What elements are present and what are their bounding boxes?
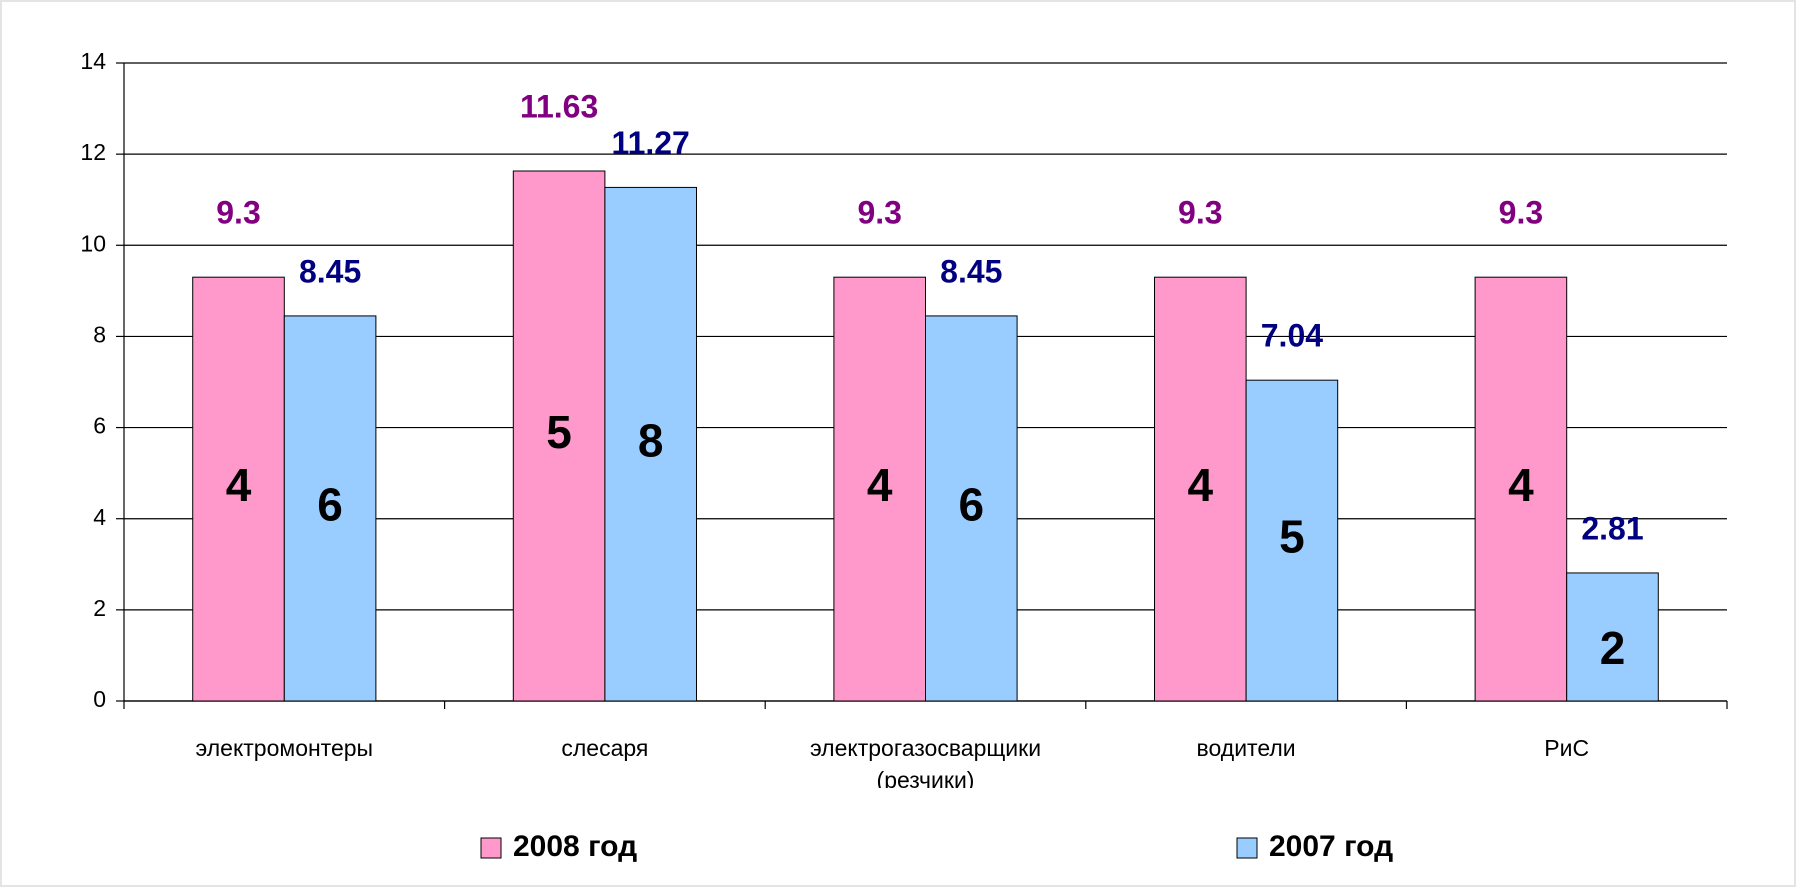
count-label: 4 xyxy=(867,459,893,511)
bar xyxy=(1245,379,1339,702)
value-label: 11.27 xyxy=(612,125,690,161)
count-label: 4 xyxy=(1188,459,1214,511)
count-label: 2 xyxy=(1600,622,1626,674)
value-label: 11.63 xyxy=(520,88,598,124)
count-label: 5 xyxy=(1279,511,1305,563)
y-tick-label: 14 xyxy=(80,48,106,74)
bar xyxy=(1566,572,1659,702)
count-label: 8 xyxy=(638,414,664,466)
count-label: 4 xyxy=(226,459,252,511)
y-tick-label: 4 xyxy=(93,504,106,530)
y-tick-label: 6 xyxy=(93,413,106,439)
x-tick-label: электромонтеры xyxy=(196,735,374,761)
bar xyxy=(192,276,285,702)
y-tick-label: 10 xyxy=(80,230,106,256)
x-tick-label: электрогазосварщики (резчики) xyxy=(810,735,1041,793)
y-tick-label: 12 xyxy=(80,139,106,165)
bar xyxy=(283,315,377,702)
value-label: 9.3 xyxy=(1499,195,1543,231)
count-label: 6 xyxy=(959,479,985,531)
bar xyxy=(925,315,1018,702)
count-label: 4 xyxy=(1508,459,1534,511)
bar xyxy=(604,186,697,702)
category-labels: электромонтеры слесаря электрогазосварщики… xyxy=(196,735,1590,793)
count-label: 6 xyxy=(317,479,343,531)
legend-label: 2007 год xyxy=(1269,830,1393,863)
x-tick-label: водители xyxy=(1197,735,1296,761)
count-label: 5 xyxy=(546,406,572,458)
value-label: 8.45 xyxy=(940,253,1002,289)
bar xyxy=(512,170,606,702)
x-tick-label: РиС xyxy=(1544,735,1589,761)
y-tick-label: 2 xyxy=(93,595,106,621)
legend-label: 2008 год xyxy=(513,830,637,863)
bar xyxy=(833,276,927,702)
plot: 0 2 4 6 8 10 12 14 9.3 4 11.63 5 9.3 4 9.3 4 9.3 4 8.45 6 11… xyxy=(80,48,1728,863)
legend-swatch xyxy=(480,837,502,859)
value-label: 9.3 xyxy=(857,195,901,231)
value-label: 9.3 xyxy=(216,195,260,231)
x-tick-label: слесаря xyxy=(561,735,648,761)
value-label: 7.04 xyxy=(1261,318,1323,354)
y-tick-label: 8 xyxy=(93,322,106,348)
value-label: 2.81 xyxy=(1581,510,1643,546)
bar xyxy=(1474,276,1568,702)
y-tick-label: 0 xyxy=(93,686,106,712)
bar xyxy=(1154,276,1247,702)
value-label: 8.45 xyxy=(299,253,361,289)
legend-swatch xyxy=(1236,837,1258,859)
value-label: 9.3 xyxy=(1178,195,1222,231)
